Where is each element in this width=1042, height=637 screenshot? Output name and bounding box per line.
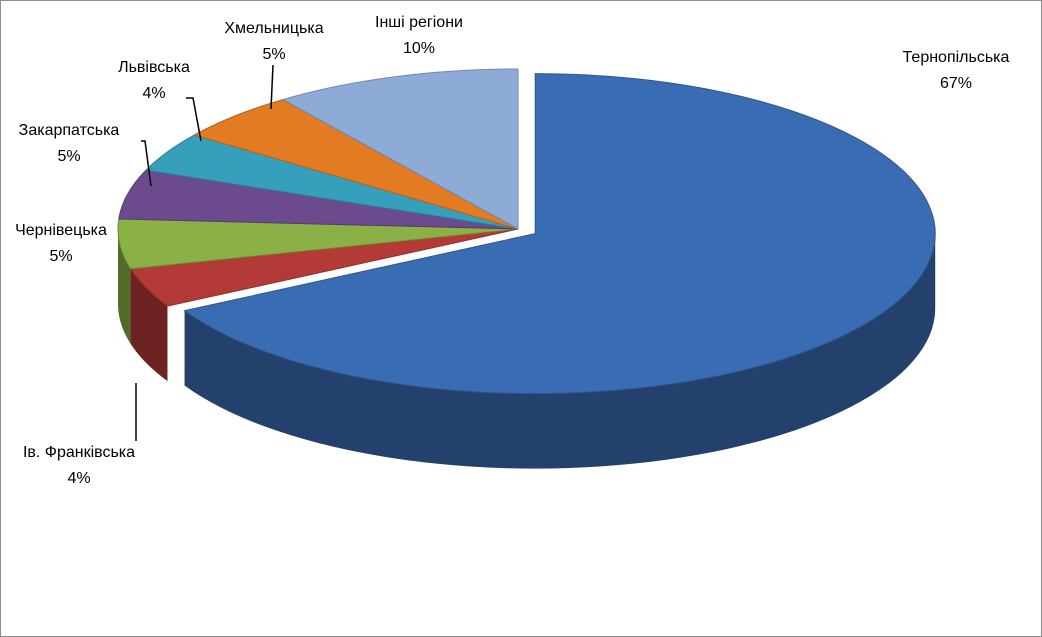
slice-value-label: 4% — [67, 470, 90, 487]
slice-label: Чернівецька — [15, 222, 107, 239]
slice-side — [118, 229, 131, 344]
slice-label: Ів. Франківська — [23, 444, 135, 461]
leader-line — [270, 64, 274, 110]
slice-side — [130, 268, 168, 382]
slice-label: Інші регіони — [375, 14, 463, 31]
slice-value-label: 5% — [262, 46, 285, 63]
slice-value-label: 5% — [57, 148, 80, 165]
slice-label: Закарпатська — [19, 122, 120, 139]
slice — [183, 73, 936, 395]
slice-label: Хмельницька — [224, 20, 323, 37]
slice-side — [184, 233, 936, 469]
slice-value-label: 5% — [49, 248, 72, 265]
leader-line — [186, 97, 202, 142]
slice-label: Тернопільська — [903, 49, 1010, 66]
leader-line — [141, 140, 152, 187]
slice — [281, 68, 519, 230]
slice-label: Львівська — [118, 59, 190, 76]
slice-value-label: 10% — [403, 40, 435, 57]
slice-value-label: 67% — [940, 75, 972, 92]
slice-value-label: 4% — [142, 85, 165, 102]
